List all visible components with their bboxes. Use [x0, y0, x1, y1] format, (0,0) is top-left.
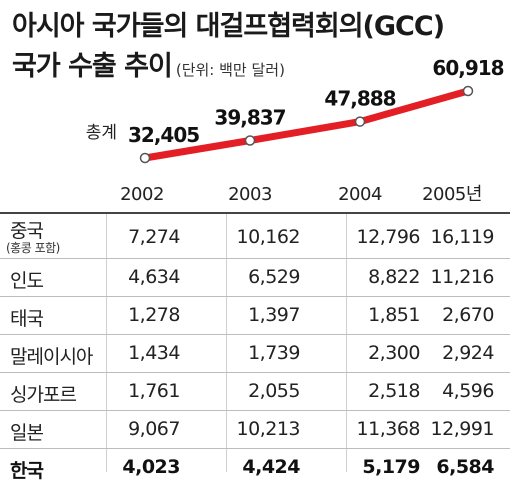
series-line-total — [141, 87, 472, 162]
table-row: 중국 (홍콩 포함) 7,274 10,162 12,796 16,119 — [0, 212, 510, 259]
table-cell: 2,300 — [368, 342, 420, 364]
table-row: 태국 1,278 1,397 1,851 2,670 — [0, 297, 510, 335]
table-cell: 1,739 — [248, 342, 300, 364]
row-label: 일본 — [10, 422, 44, 444]
table-cell: 4,596 — [442, 380, 494, 402]
table-cell: 16,119 — [430, 226, 495, 248]
subtitle-text: 국가 수출 추이 — [12, 51, 173, 82]
x-tick-label: 2002 — [120, 184, 164, 205]
table-cell: 2,670 — [442, 304, 494, 326]
data-point — [139, 152, 151, 164]
table-cell: 10,213 — [236, 418, 301, 440]
table-row: 인도 4,634 6,529 8,822 11,216 — [0, 259, 510, 297]
table-cell: 4,424 — [242, 456, 300, 478]
data-table: 중국 (홍콩 포함) 7,274 10,162 12,796 16,119 인도 4,634 6… — [0, 212, 510, 486]
table-row: 싱가포르 1,761 2,055 2,518 4,596 — [0, 373, 510, 411]
table-cell: 2,518 — [368, 380, 420, 402]
table-cell: 2,924 — [442, 342, 494, 364]
table-cell: 1,761 — [128, 380, 180, 402]
data-label: 60,918 — [432, 56, 503, 80]
table-cell: 1,434 — [128, 342, 180, 364]
row-label: 태국 — [10, 308, 44, 330]
table-cell: 2,055 — [248, 380, 300, 402]
table-row: 일본 9,067 10,213 11,368 12,991 — [0, 411, 510, 449]
column-divider — [106, 212, 107, 472]
table-cell: 12,796 — [356, 226, 421, 248]
chart-title: 아시아 국가들의 대걸프협력회의(GCC) — [12, 11, 445, 42]
x-tick-label: 2004 — [338, 184, 382, 205]
table-cell: 6,584 — [436, 456, 494, 478]
series-label: 총계 — [86, 123, 117, 143]
table-cell: 8,822 — [368, 266, 420, 288]
row-label: 중국 — [10, 220, 44, 242]
line-chart: 32,405 39,837 47,888 60,918 총계 2002 2003 2004 20… — [86, 56, 505, 205]
table-cell: 1,278 — [128, 304, 180, 326]
row-label: 말레이시아 — [10, 346, 93, 368]
table-row: 한국 4,023 4,424 5,179 6,584 — [0, 449, 510, 486]
table-cell: 7,274 — [128, 226, 180, 248]
data-point — [462, 85, 474, 97]
chart-subtitle: 국가 수출 추이 (단위: 백만 달러) — [12, 44, 285, 83]
x-tick-label: 2003 — [228, 184, 272, 205]
table-cell: 1,851 — [368, 304, 420, 326]
row-sublabel: (홍콩 포함) — [6, 241, 60, 255]
unit-label: (단위: 백만 달러) — [175, 61, 285, 79]
data-point — [244, 135, 256, 146]
data-label: 47,888 — [324, 87, 395, 111]
data-label: 39,837 — [214, 106, 285, 130]
table-cell: 4,634 — [128, 266, 180, 288]
table-cell: 6,529 — [248, 266, 300, 288]
table-cell: 11,368 — [356, 418, 421, 440]
data-point — [354, 116, 366, 127]
row-label: 한국 — [10, 460, 44, 482]
table-cell: 4,023 — [122, 456, 180, 478]
table-cell: 11,216 — [430, 266, 495, 288]
row-label: 인도 — [10, 270, 44, 292]
table-cell: 12,991 — [430, 418, 495, 440]
table-cell: 10,162 — [236, 226, 301, 248]
data-label: 32,405 — [128, 123, 199, 147]
column-divider — [346, 212, 347, 472]
x-tick-label: 2005년 — [422, 184, 482, 205]
column-divider — [226, 212, 227, 472]
table-cell: 9,067 — [128, 418, 180, 440]
row-label: 싱가포르 — [10, 384, 77, 406]
table-row: 말레이시아 1,434 1,739 2,300 2,924 — [0, 335, 510, 373]
table-cell: 1,397 — [248, 304, 300, 326]
